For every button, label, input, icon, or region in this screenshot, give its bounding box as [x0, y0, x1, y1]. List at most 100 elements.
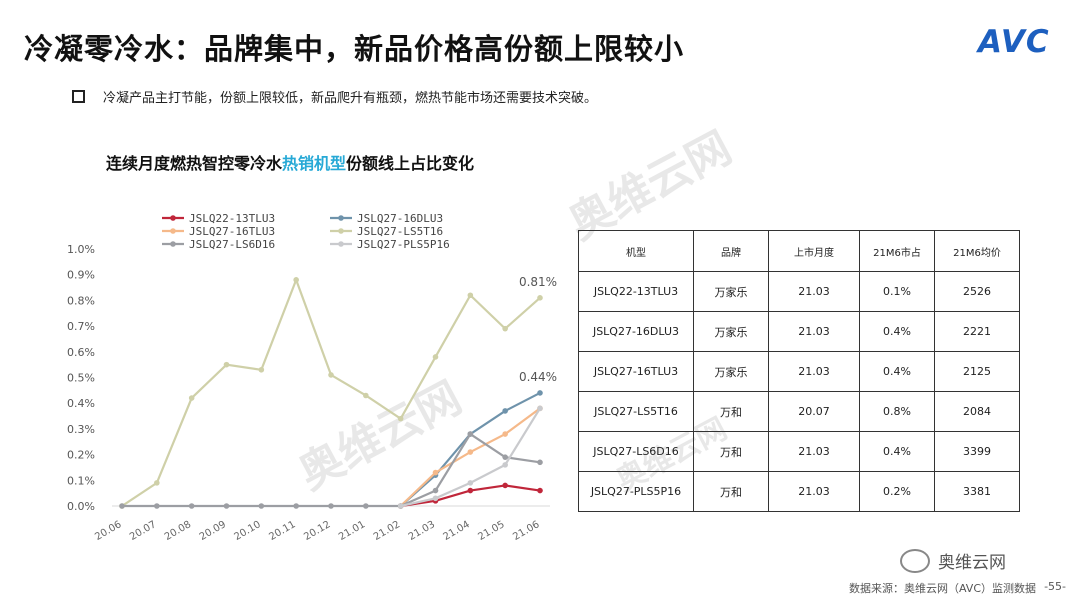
data-point	[188, 395, 195, 401]
chart-title-suffix: 份额线上占比变化	[346, 154, 475, 173]
data-label: 0.44%	[519, 370, 557, 384]
table-cell: 0.8%	[859, 391, 935, 432]
bullet-text: 冷凝产品主打节能，份额上限较低，新品爬升有瓶颈，燃热节能市场还需要技术突破。	[103, 91, 598, 106]
table-cell: 2221	[934, 311, 1020, 352]
legend-marker	[338, 241, 344, 247]
data-point	[467, 449, 474, 455]
y-tick-label: 0.4%	[67, 397, 95, 410]
bullet-point: 冷凝产品主打节能，份额上限较低，新品爬升有瓶颈，燃热节能市场还需要技术突破。	[72, 87, 597, 106]
data-point	[363, 392, 369, 399]
x-tick-label: 21.06	[511, 519, 541, 543]
bullet-square-icon	[72, 90, 85, 103]
data-point	[537, 295, 543, 301]
table-row: JSLQ27-LS6D16 万和 21.03 0.4% 3399	[578, 431, 1020, 472]
table-cell: 21.03	[768, 351, 860, 392]
page-title: 冷凝零冷水：品牌集中，新品价格高份额上限较小	[24, 32, 685, 66]
y-tick-label: 0.5%	[67, 372, 95, 385]
legend-label: JSLQ27-LS5T16	[357, 225, 443, 238]
data-point	[223, 361, 230, 368]
table-cell: 2125	[934, 351, 1020, 392]
table-cell: 万家乐	[693, 311, 769, 352]
wechat-name: 奥维云网	[938, 553, 1006, 573]
legend-marker	[338, 215, 344, 221]
series-line	[121, 276, 541, 507]
table-cell: 21.03	[768, 311, 860, 352]
table-cell: 0.2%	[859, 471, 935, 512]
y-tick-label: 0.3%	[67, 423, 95, 436]
y-tick-label: 0.7%	[67, 320, 95, 333]
legend-marker	[170, 215, 176, 221]
data-point	[432, 354, 439, 360]
x-tick-label: 20.06	[93, 519, 123, 543]
legend-label: JSLQ27-16DLU3	[357, 212, 443, 225]
table-row: JSLQ27-16DLU3 万家乐 21.03 0.4% 2221	[578, 311, 1020, 352]
y-tick-label: 0.2%	[67, 449, 95, 462]
series-line	[122, 432, 541, 508]
x-tick-label: 21.03	[407, 519, 437, 543]
data-point	[397, 503, 404, 509]
table-cell: JSLQ27-PLS5P16	[578, 471, 694, 512]
table-cell: JSLQ27-16DLU3	[578, 311, 694, 352]
x-tick-label: 20.07	[128, 519, 158, 543]
table-row: JSLQ27-16TLU3 万家乐 21.03 0.4% 2125	[578, 351, 1020, 392]
data-point	[467, 292, 474, 299]
legend-label: JSLQ27-LS6D16	[189, 238, 275, 251]
data-point	[432, 469, 439, 476]
x-tick-label: 21.05	[476, 519, 506, 543]
legend-label: JSLQ27-16TLU3	[189, 225, 275, 238]
legend-label: JSLQ22-13TLU3	[189, 212, 275, 225]
y-tick-label: 0.0%	[67, 500, 95, 513]
data-label: 0.81%	[519, 275, 557, 289]
page-number: -55-	[1044, 580, 1066, 593]
table-cell: JSLQ27-16TLU3	[578, 351, 694, 392]
table-cell: 万和	[693, 391, 769, 432]
table-cell: 0.4%	[859, 351, 935, 392]
line-chart: 0.0% 0.1% 0.2% 0.3% 0.4% 0.5% 0.6% 0.7% 0.8% 0.9%…	[67, 212, 557, 543]
table-cell: 21.03	[768, 271, 860, 312]
data-point	[293, 277, 299, 283]
legend-marker	[170, 241, 176, 247]
table-cell: 2526	[934, 271, 1020, 312]
legend-marker	[338, 228, 344, 234]
table-cell: JSLQ27-LS5T16	[578, 391, 694, 432]
data-point	[119, 503, 125, 509]
wechat-icon	[900, 548, 930, 573]
table-header-cell: 上市月度	[768, 230, 860, 272]
data-point	[502, 325, 508, 332]
data-point	[537, 459, 543, 466]
chart-title-prefix: 连续月度燃热智控零冷水	[106, 154, 283, 173]
data-point	[502, 454, 508, 460]
table-row: JSLQ22-13TLU3 万家乐 21.03 0.1% 2526	[578, 271, 1020, 312]
legend-marker	[170, 228, 176, 234]
table-header-cell: 21M6均价	[934, 230, 1020, 272]
data-point	[537, 405, 543, 412]
data-point	[537, 390, 543, 396]
y-tick-label: 0.9%	[67, 269, 95, 282]
data-point	[258, 503, 265, 509]
table-header-row: 机型 品牌 上市月度 21M6市占 21M6均价	[578, 230, 1020, 272]
table-row: JSLQ27-LS5T16 万和 20.07 0.8% 2084	[578, 391, 1020, 432]
table-cell: 21.03	[768, 431, 860, 472]
chart-title-highlight: 热销机型	[282, 154, 347, 173]
data-point	[467, 487, 474, 494]
table-cell: 万家乐	[693, 271, 769, 312]
data-point	[293, 503, 299, 509]
table-row: JSLQ27-PLS5P16 万和 21.03 0.2% 3381	[578, 471, 1020, 512]
data-point	[537, 487, 543, 494]
data-point	[397, 415, 404, 422]
x-tick-label: 21.02	[372, 519, 402, 543]
table-cell: 21.03	[768, 471, 860, 512]
table-cell: 2084	[934, 391, 1020, 432]
data-point	[467, 431, 474, 437]
table-cell: JSLQ27-LS6D16	[578, 431, 694, 472]
data-point	[363, 503, 369, 509]
data-point	[328, 503, 334, 509]
data-point	[223, 503, 230, 509]
data-source: 数据来源：奥维云网（AVC）监测数据	[848, 582, 1036, 595]
x-tick-label: 21.01	[337, 519, 367, 543]
x-tick-label: 21.04	[442, 519, 472, 543]
chart-title: 连续月度燃热智控零冷水热销机型份额线上占比变化	[106, 150, 474, 174]
data-point	[328, 372, 334, 378]
table-cell: 3399	[934, 431, 1020, 472]
table-cell: 万和	[693, 471, 769, 512]
